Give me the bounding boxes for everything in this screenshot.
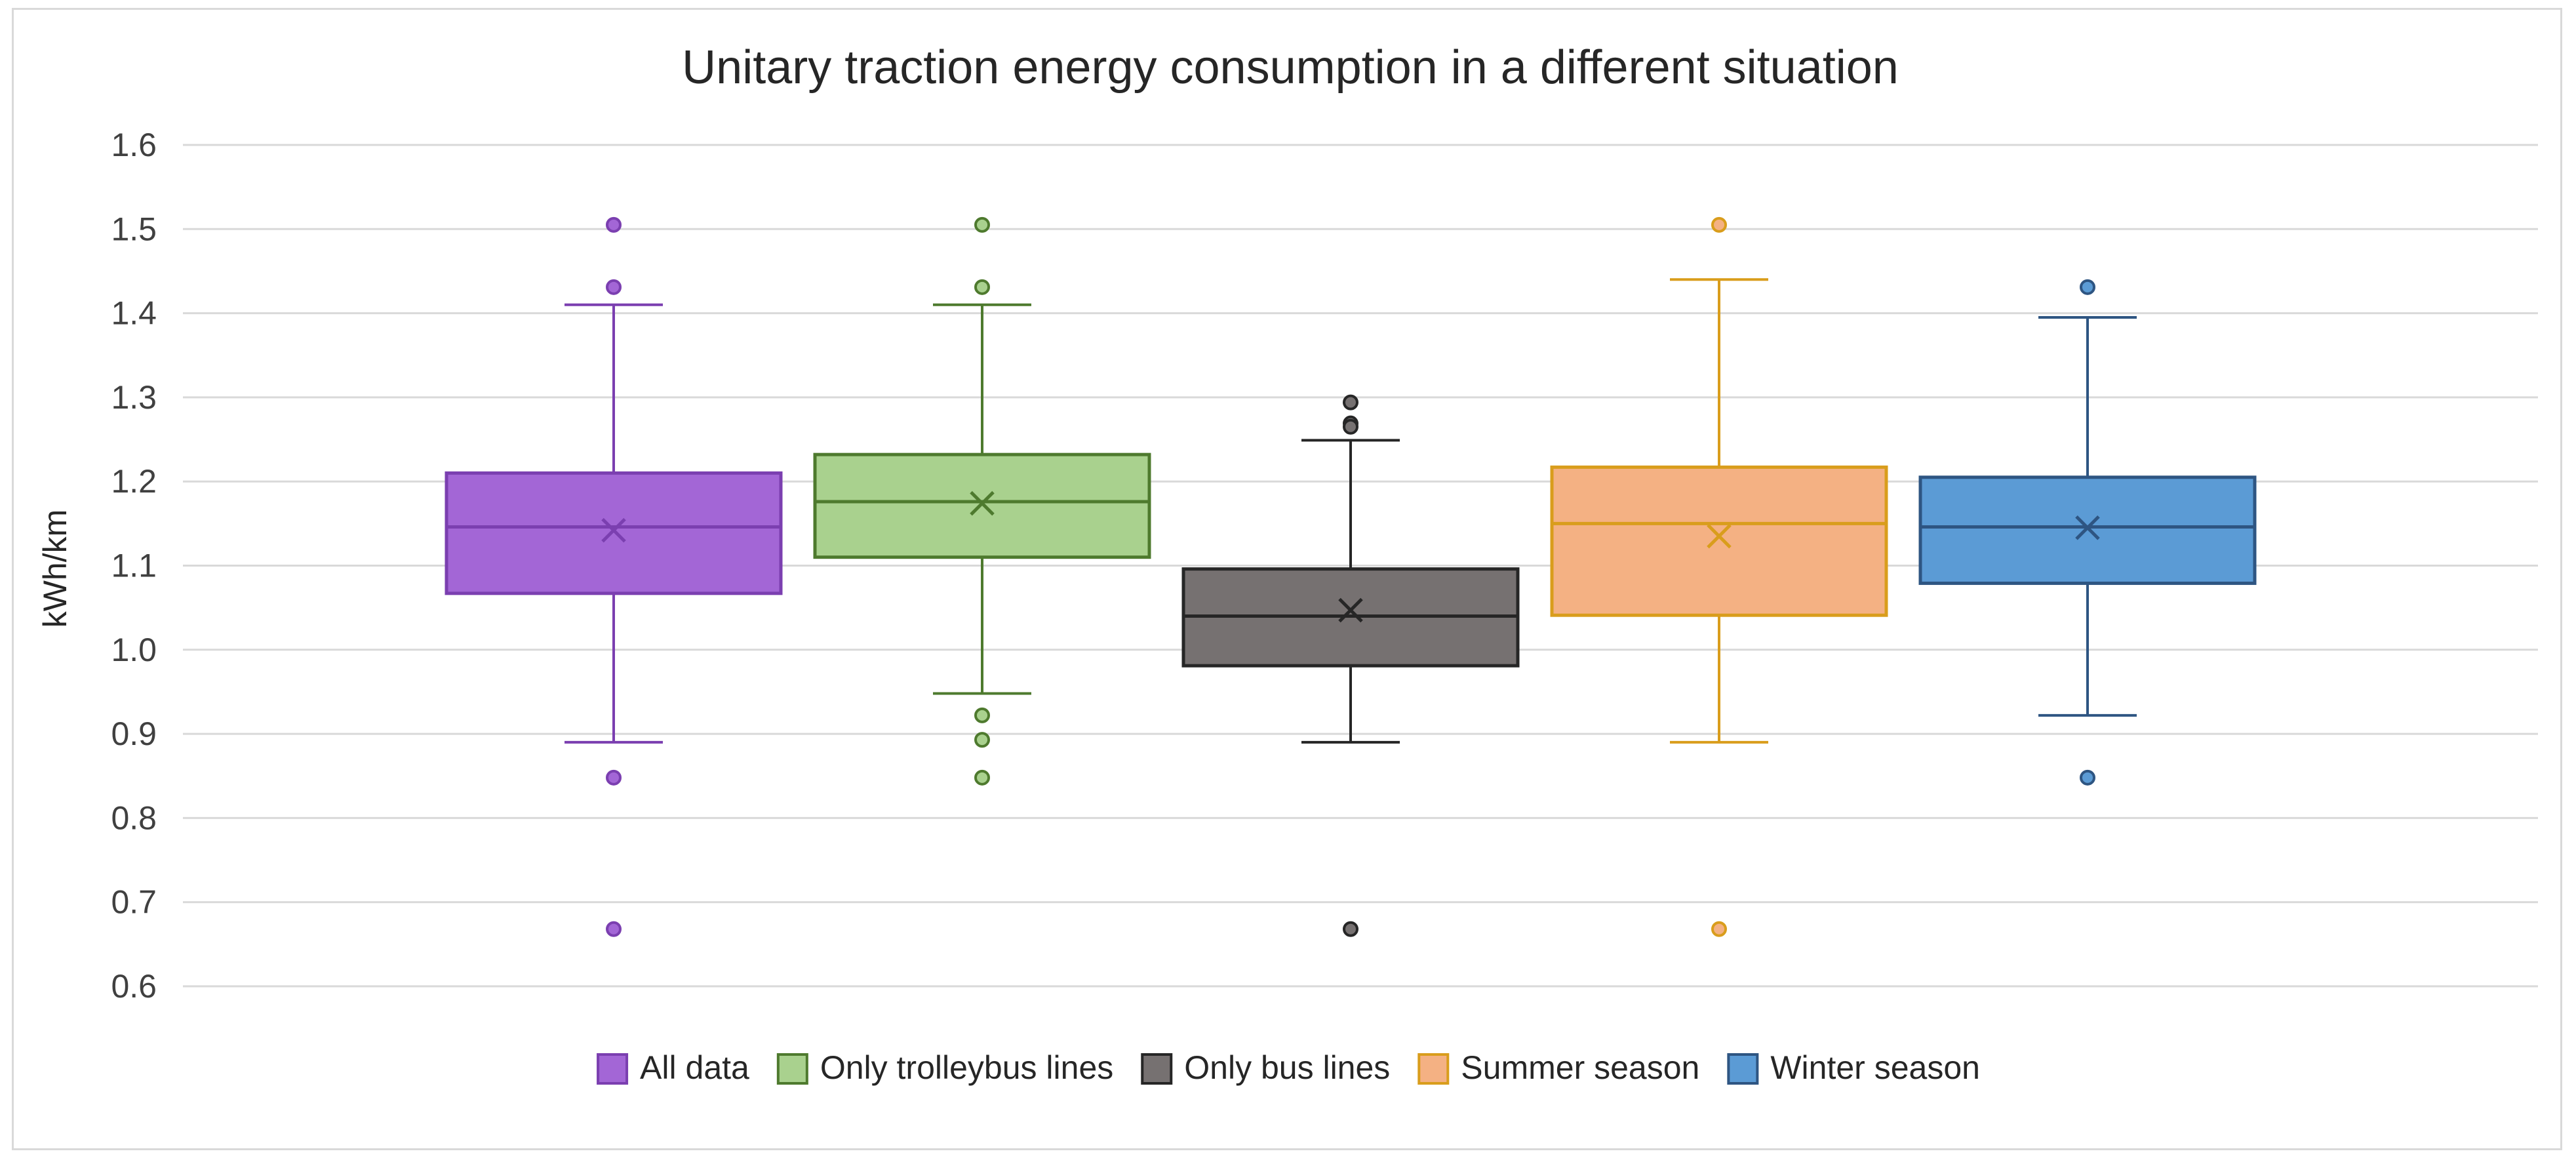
y-tick-label-6: 1.2 <box>111 463 157 500</box>
y-tick-label-4: 1.0 <box>111 632 157 668</box>
y-tick-label-5: 1.1 <box>111 548 157 584</box>
legend-label-all-data: All data <box>640 1049 749 1086</box>
legend-swatch-all-data <box>597 1053 629 1085</box>
outlier-point-only-trolleybus-lines-2 <box>974 707 990 723</box>
y-tick-label-3: 0.9 <box>111 715 157 752</box>
outlier-point-only-trolleybus-lines-4 <box>974 769 990 786</box>
mean-marker-stroke-b-only-bus-lines <box>1338 597 1363 623</box>
y-tick-label-0: 0.6 <box>111 968 157 1005</box>
box-all-data <box>445 216 783 937</box>
y-tick-label-1: 0.7 <box>111 884 157 921</box>
y-tick-label-7: 1.3 <box>111 379 157 416</box>
legend-swatch-summer-season <box>1417 1053 1450 1085</box>
mean-marker-stroke-b-all-data <box>601 517 626 543</box>
mean-marker-stroke-b-winter-season <box>2075 515 2100 540</box>
y-tick-labels: 0.6 0.7 0.8 0.9 1.0 1.1 1.2 1.3 1.4 1.5 1.6 <box>111 127 157 1005</box>
box-winter-season <box>1918 279 2257 786</box>
y-tick-label-9: 1.5 <box>111 211 157 247</box>
y-tick-label-2: 0.8 <box>111 799 157 836</box>
outlier-point-winter-season-0 <box>2080 279 2095 295</box>
y-axis-label: kWh/km <box>37 510 73 628</box>
outlier-point-only-trolleybus-lines-3 <box>974 732 990 748</box>
mean-marker-all-data <box>601 517 626 543</box>
box-plots <box>445 216 2257 937</box>
box-body-all-data <box>445 471 783 595</box>
chart-svg: Unitary traction energy consumption in a… <box>37 41 2538 1086</box>
outlier-point-all-data-3 <box>606 921 622 937</box>
outlier-point-only-trolleybus-lines-1 <box>974 279 990 295</box>
outlier-point-only-trolleybus-lines-0 <box>974 216 990 233</box>
chart-frame: Unitary traction energy consumption in a… <box>12 8 2562 1150</box>
box-only-trolleybus-lines <box>813 216 1151 786</box>
outlier-point-all-data-1 <box>606 279 622 295</box>
outlier-point-only-bus-lines-0 <box>1343 394 1358 411</box>
outlier-point-summer-season-0 <box>1711 216 1727 233</box>
legend-label-winter-season: Winter season <box>1770 1049 1980 1086</box>
box-body-winter-season <box>1918 475 2257 585</box>
mean-marker-stroke-b-summer-season <box>1707 523 1732 549</box>
mean-marker-winter-season <box>2075 515 2100 540</box>
legend-swatch-winter-season <box>1727 1053 1759 1085</box>
mean-marker-only-trolleybus-lines <box>970 491 995 516</box>
box-body-summer-season <box>1550 465 1888 617</box>
box-body-only-trolleybus-lines <box>813 452 1151 559</box>
y-tick-label-8: 1.4 <box>111 295 157 332</box>
legend-label-summer-season: Summer season <box>1461 1049 1699 1086</box>
box-only-bus-lines <box>1181 394 1520 937</box>
outlier-point-summer-season-1 <box>1711 921 1727 937</box>
legend-label-only-trolleybus-lines: Only trolleybus lines <box>820 1049 1113 1086</box>
legend-item-all-data: All data <box>597 1049 749 1086</box>
y-tick-label-10: 1.6 <box>111 127 157 163</box>
mean-marker-stroke-b-only-trolleybus-lines <box>970 491 995 516</box>
legend-swatch-only-trolleybus-lines <box>776 1053 808 1085</box>
legend-item-only-trolleybus-lines: Only trolleybus lines <box>776 1049 1113 1086</box>
legend-label-only-bus-lines: Only bus lines <box>1184 1049 1390 1086</box>
legend-swatch-only-bus-lines <box>1141 1053 1173 1085</box>
outlier-point-only-bus-lines-2 <box>1343 418 1358 435</box>
mean-marker-only-bus-lines <box>1338 597 1363 623</box>
outlier-point-all-data-0 <box>606 216 622 233</box>
outlier-point-only-bus-lines-3 <box>1343 921 1358 937</box>
outlier-point-winter-season-1 <box>2080 769 2095 786</box>
legend-item-only-bus-lines: Only bus lines <box>1141 1049 1390 1086</box>
box-summer-season <box>1550 216 1888 937</box>
legend-item-summer-season: Summer season <box>1417 1049 1699 1086</box>
mean-marker-summer-season <box>1707 523 1732 549</box>
legend-item-winter-season: Winter season <box>1727 1049 1980 1086</box>
legend: All data Only trolleybus lines Only bus li… <box>597 1049 1980 1086</box>
chart-title: Unitary traction energy consumption in a… <box>682 41 1899 94</box>
outlier-point-all-data-2 <box>606 769 622 786</box>
